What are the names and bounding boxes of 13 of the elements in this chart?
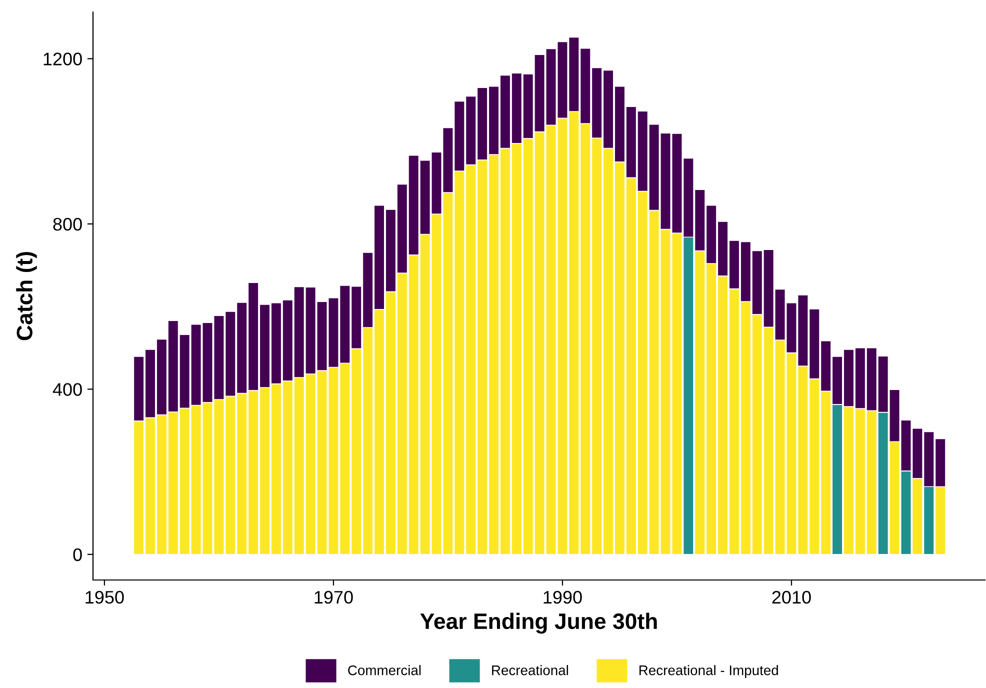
x-tick-label: 2010	[772, 590, 811, 604]
legend-label: Commercial	[348, 665, 421, 676]
y-tick-label: 1200	[44, 52, 82, 66]
legend-label: Recreational	[492, 665, 568, 676]
y-tick-label: 0	[73, 548, 82, 562]
y-axis-title: Catch (t)	[16, 252, 37, 340]
x-tick-label: 1970	[314, 590, 353, 604]
legend-label: Recreational - Imputed	[639, 665, 778, 678]
x-tick-label: 1990	[544, 590, 582, 604]
y-tick-label: 800	[53, 218, 82, 231]
x-tick-label: 1950	[86, 590, 124, 604]
x-axis-title: Year Ending June 30th	[420, 612, 657, 634]
y-tick-label: 400	[52, 383, 82, 396]
